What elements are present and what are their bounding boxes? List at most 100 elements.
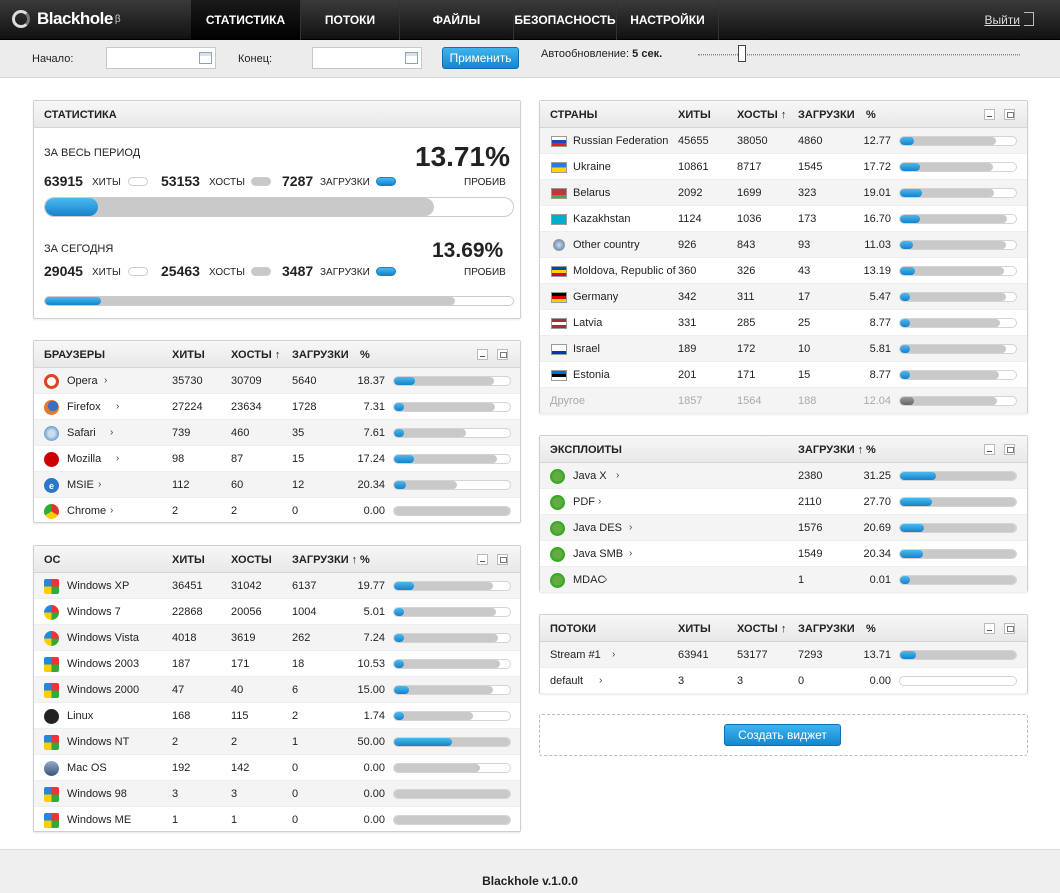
chevron-right-icon[interactable]: › bbox=[612, 649, 616, 660]
chevron-right-icon[interactable]: › bbox=[599, 675, 603, 686]
table-row[interactable]: Windows 7 22868 20056 1004 5.01 bbox=[34, 599, 520, 625]
minimize-icon[interactable] bbox=[477, 349, 488, 360]
chevron-right-icon[interactable]: › bbox=[604, 574, 608, 585]
chevron-right-icon[interactable]: › bbox=[104, 375, 108, 386]
column-header[interactable]: ЗАГРУЗКИ ↑ bbox=[798, 444, 864, 456]
column-header[interactable]: ХИТЫ bbox=[172, 554, 205, 566]
column-header[interactable]: ЗАГРУЗКИ bbox=[798, 623, 855, 635]
table-row[interactable]: Belarus 2092 1699 323 19.01 bbox=[540, 180, 1027, 206]
table-row[interactable]: Russian Federation 45655 38050 4860 12.77 bbox=[540, 128, 1027, 154]
column-header[interactable]: % bbox=[866, 623, 876, 635]
column-header[interactable]: ХИТЫ bbox=[172, 349, 205, 361]
column-header[interactable]: % bbox=[866, 109, 876, 121]
table-row[interactable]: Opera › 35730 30709 5640 18.37 bbox=[34, 368, 520, 394]
column-header[interactable]: % bbox=[360, 554, 370, 566]
column-header[interactable]: ХОСТЫ ↑ bbox=[737, 623, 787, 635]
chevron-right-icon[interactable]: › bbox=[598, 496, 602, 507]
column-header[interactable]: ЗАГРУЗКИ bbox=[798, 109, 855, 121]
chevron-right-icon[interactable]: › bbox=[98, 479, 102, 490]
table-row[interactable]: Windows ME 1 1 0 0.00 bbox=[34, 807, 520, 833]
table-row[interactable]: Latvia 331 285 25 8.77 bbox=[540, 310, 1027, 336]
logout-link[interactable]: Выйти bbox=[984, 13, 1020, 27]
logout-icon[interactable] bbox=[1024, 12, 1034, 26]
nav-tab-4[interactable]: НАСТРОЙКИ bbox=[617, 0, 719, 40]
nav-tab-0[interactable]: СТАТИСТИКА bbox=[191, 0, 301, 40]
table-row[interactable]: Windows Vista 4018 3619 262 7.24 bbox=[34, 625, 520, 651]
table-row[interactable]: Firefox › 27224 23634 1728 7.31 bbox=[34, 394, 520, 420]
table-row[interactable]: Mozilla › 98 87 15 17.24 bbox=[34, 446, 520, 472]
create-widget-button[interactable]: Создать виджет bbox=[724, 724, 841, 746]
percent-bar-background bbox=[900, 651, 1016, 659]
table-row[interactable]: MDAC › 1 0.01 bbox=[540, 567, 1027, 593]
table-row[interactable]: default › 3 3 0 0.00 bbox=[540, 668, 1027, 694]
table-row[interactable]: Windows NT 2 2 1 50.00 bbox=[34, 729, 520, 755]
chevron-right-icon[interactable]: › bbox=[116, 401, 120, 412]
table-row[interactable]: Java X › 2380 31.25 bbox=[540, 463, 1027, 489]
table-row-other[interactable]: Другое 1857 1564 188 12.04 bbox=[540, 388, 1027, 414]
column-header[interactable]: ХОСТЫ ↑ bbox=[737, 109, 787, 121]
chevron-right-icon[interactable]: › bbox=[629, 522, 633, 533]
loads-cell: 6137 bbox=[292, 580, 317, 592]
table-row[interactable]: Stream #1 › 63941 53177 7293 13.71 bbox=[540, 642, 1027, 668]
start-date-input[interactable] bbox=[106, 47, 216, 69]
minimize-icon[interactable] bbox=[477, 554, 488, 565]
nav-tab-3[interactable]: БЕЗОПАСНОСТЬ bbox=[514, 0, 617, 40]
minimize-icon[interactable] bbox=[984, 109, 995, 120]
nav-tab-2[interactable]: ФАЙЛЫ bbox=[400, 0, 514, 40]
table-row[interactable]: Moldova, Republic of 360 326 43 13.19 bbox=[540, 258, 1027, 284]
table-row[interactable]: Java DES › 1576 20.69 bbox=[540, 515, 1027, 541]
nav-tab-1[interactable]: ПОТОКИ bbox=[301, 0, 400, 40]
maximize-icon[interactable] bbox=[497, 349, 508, 360]
autorefresh-slider-handle[interactable] bbox=[738, 45, 746, 62]
pct-cell: 20.34 bbox=[357, 479, 385, 491]
app-logo[interactable]: Blackhole β bbox=[12, 9, 121, 29]
percent-bar bbox=[393, 659, 511, 669]
calendar-icon[interactable] bbox=[199, 52, 212, 64]
table-row[interactable]: Windows XP 36451 31042 6137 19.77 bbox=[34, 573, 520, 599]
column-header[interactable]: ХОСТЫ ↑ bbox=[231, 349, 281, 361]
table-row[interactable]: Israel 189 172 10 5.81 bbox=[540, 336, 1027, 362]
maximize-icon[interactable] bbox=[1004, 109, 1015, 120]
calendar-icon[interactable] bbox=[405, 52, 418, 64]
table-row[interactable]: Java SMB › 1549 20.34 bbox=[540, 541, 1027, 567]
minimize-icon[interactable] bbox=[984, 623, 995, 634]
table-row[interactable]: Other country 926 843 93 11.03 bbox=[540, 232, 1027, 258]
hosts-cell: 3 bbox=[737, 675, 744, 687]
table-row[interactable]: Kazakhstan 1124 1036 173 16.70 bbox=[540, 206, 1027, 232]
chevron-right-icon[interactable]: › bbox=[629, 548, 633, 559]
table-row[interactable]: Safari › 739 460 35 7.61 bbox=[34, 420, 520, 446]
table-row[interactable]: Germany 342 311 17 5.47 bbox=[540, 284, 1027, 310]
table-row[interactable]: Estonia 201 171 15 8.77 bbox=[540, 362, 1027, 388]
table-row[interactable]: Linux 168 115 2 1.74 bbox=[34, 703, 520, 729]
column-header[interactable]: % bbox=[866, 444, 876, 456]
maximize-icon[interactable] bbox=[1004, 444, 1015, 455]
maximize-icon[interactable] bbox=[1004, 623, 1015, 634]
chevron-right-icon[interactable]: › bbox=[116, 453, 120, 464]
column-header[interactable]: ХИТЫ bbox=[678, 109, 711, 121]
msie-icon: e bbox=[44, 478, 59, 493]
autorefresh-slider-track[interactable] bbox=[698, 54, 1020, 56]
column-header[interactable]: ХОСТЫ bbox=[231, 554, 272, 566]
minimize-icon[interactable] bbox=[984, 444, 995, 455]
chevron-right-icon[interactable]: › bbox=[110, 505, 114, 516]
end-date-input[interactable] bbox=[312, 47, 422, 69]
chevron-right-icon[interactable]: › bbox=[616, 470, 620, 481]
table-row[interactable]: Windows 98 3 3 0 0.00 bbox=[34, 781, 520, 807]
column-header[interactable]: ЗАГРУЗКИ bbox=[292, 349, 349, 361]
table-row[interactable]: Windows 2000 47 40 6 15.00 bbox=[34, 677, 520, 703]
table-row[interactable]: PDF › 2110 27.70 bbox=[540, 489, 1027, 515]
table-row[interactable]: Windows 2003 187 171 18 10.53 bbox=[34, 651, 520, 677]
percent-bar bbox=[899, 396, 1017, 406]
table-row[interactable]: Ukraine 10861 8717 1545 17.72 bbox=[540, 154, 1027, 180]
apply-button[interactable]: Применить bbox=[442, 47, 519, 69]
column-header[interactable]: ЗАГРУЗКИ ↑ bbox=[292, 554, 358, 566]
table-row[interactable]: e MSIE › 112 60 12 20.34 bbox=[34, 472, 520, 498]
maximize-icon[interactable] bbox=[497, 554, 508, 565]
table-row[interactable]: Mac OS 192 142 0 0.00 bbox=[34, 755, 520, 781]
total-loads-label: ЗАГРУЗКИ bbox=[320, 177, 370, 188]
column-header[interactable]: % bbox=[360, 349, 370, 361]
column-header[interactable]: ХИТЫ bbox=[678, 623, 711, 635]
chevron-right-icon[interactable]: › bbox=[110, 427, 114, 438]
pct-cell: 12.77 bbox=[863, 135, 891, 147]
table-row[interactable]: Chrome › 2 2 0 0.00 bbox=[34, 498, 520, 524]
